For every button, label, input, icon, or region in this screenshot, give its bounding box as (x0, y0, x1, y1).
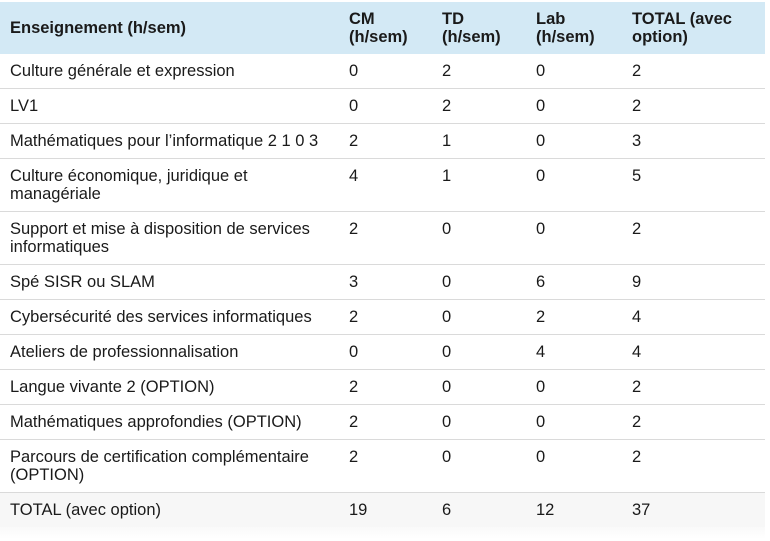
lab-value: 0 (526, 211, 622, 265)
td-value: 0 (432, 369, 526, 405)
total-value: 2 (622, 439, 765, 493)
course-label: LV1 (0, 88, 339, 124)
lab-value: 0 (526, 369, 622, 405)
total-value: 5 (622, 158, 765, 212)
total-value: 2 (622, 404, 765, 440)
column-header-td: TD (h/sem) (432, 2, 526, 54)
lab-value: 0 (526, 53, 622, 89)
course-label: Support et mise à disposition de service… (0, 211, 339, 265)
table-row: Cybersécurité des services informatiques… (0, 299, 765, 335)
lab-value: 0 (526, 123, 622, 159)
cm-value: 2 (339, 211, 432, 265)
lab-value: 4 (526, 334, 622, 370)
total-value: 2 (622, 211, 765, 265)
table-total-row: TOTAL (avec option) 19 6 12 37 (0, 492, 765, 527)
table-row: Spé SISR ou SLAM 3 0 6 9 (0, 264, 765, 300)
lab-value: 6 (526, 264, 622, 300)
course-label: Spé SISR ou SLAM (0, 264, 339, 300)
total-row-total-value: 37 (622, 492, 765, 527)
total-value: 4 (622, 299, 765, 335)
lab-value: 0 (526, 88, 622, 124)
cm-value: 0 (339, 334, 432, 370)
table-row: Langue vivante 2 (OPTION) 2 0 0 2 (0, 369, 765, 405)
td-value: 1 (432, 158, 526, 212)
cm-value: 2 (339, 369, 432, 405)
td-value: 0 (432, 334, 526, 370)
course-label: Mathématiques pour l’informatique 2 1 0 … (0, 123, 339, 159)
cm-value: 2 (339, 123, 432, 159)
table-row: Parcours de certification complémentaire… (0, 439, 765, 493)
lab-value: 0 (526, 404, 622, 440)
column-header-cm: CM (h/sem) (339, 2, 432, 54)
table-header-row: Enseignement (h/sem) CM (h/sem) TD (h/se… (0, 2, 765, 54)
column-header-total: TOTAL (avec option) (622, 2, 765, 54)
lab-value: 0 (526, 158, 622, 212)
column-header-enseignement: Enseignement (h/sem) (0, 2, 339, 54)
td-value: 0 (432, 264, 526, 300)
cm-value: 0 (339, 88, 432, 124)
td-value: 2 (432, 88, 526, 124)
course-label: Culture générale et expression (0, 53, 339, 89)
table-row: Culture générale et expression 0 2 0 2 (0, 53, 765, 89)
total-row-cm-value: 19 (339, 492, 432, 527)
cm-value: 4 (339, 158, 432, 212)
total-row-label: TOTAL (avec option) (0, 492, 339, 527)
page-background-strip (0, 526, 765, 539)
course-label: Ateliers de professionnalisation (0, 334, 339, 370)
cm-value: 0 (339, 53, 432, 89)
td-value: 0 (432, 211, 526, 265)
table-row: Mathématiques pour l’informatique 2 1 0 … (0, 123, 765, 159)
course-label: Cybersécurité des services informatiques (0, 299, 339, 335)
total-value: 2 (622, 53, 765, 89)
cm-value: 2 (339, 439, 432, 493)
table-row: Mathématiques approfondies (OPTION) 2 0 … (0, 404, 765, 440)
cm-value: 2 (339, 299, 432, 335)
td-value: 0 (432, 439, 526, 493)
td-value: 2 (432, 53, 526, 89)
course-hours-table: Enseignement (h/sem) CM (h/sem) TD (h/se… (0, 2, 765, 527)
table-row: LV1 0 2 0 2 (0, 88, 765, 124)
course-label: Mathématiques approfondies (OPTION) (0, 404, 339, 440)
table-row: Support et mise à disposition de service… (0, 211, 765, 265)
course-label: Parcours de certification complémentaire… (0, 439, 339, 493)
lab-value: 0 (526, 439, 622, 493)
td-value: 0 (432, 404, 526, 440)
td-value: 1 (432, 123, 526, 159)
total-row-lab-value: 12 (526, 492, 622, 527)
cm-value: 2 (339, 404, 432, 440)
course-label: Culture économique, juridique et managér… (0, 158, 339, 212)
table-row: Ateliers de professionnalisation 0 0 4 4 (0, 334, 765, 370)
total-value: 2 (622, 88, 765, 124)
total-value: 9 (622, 264, 765, 300)
total-value: 2 (622, 369, 765, 405)
cm-value: 3 (339, 264, 432, 300)
course-label: Langue vivante 2 (OPTION) (0, 369, 339, 405)
lab-value: 2 (526, 299, 622, 335)
td-value: 0 (432, 299, 526, 335)
total-value: 3 (622, 123, 765, 159)
total-row-td-value: 6 (432, 492, 526, 527)
column-header-lab: Lab (h/sem) (526, 2, 622, 54)
table-row: Culture économique, juridique et managér… (0, 158, 765, 212)
total-value: 4 (622, 334, 765, 370)
